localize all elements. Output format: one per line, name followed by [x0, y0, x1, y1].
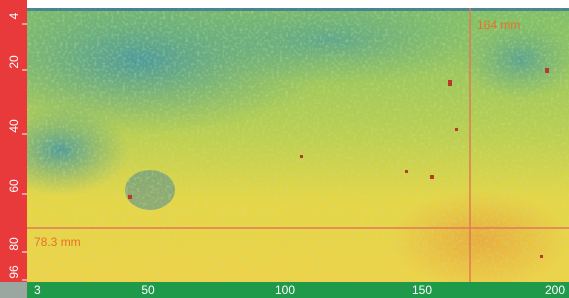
top-margin: [0, 0, 569, 8]
x-ruler-label: 100: [275, 283, 295, 297]
c-scan-view: 164 mm 78.3 mm 4 20 40 60 80 96 3 50 100 150 200: [0, 0, 569, 298]
x-ruler-start: 3: [34, 283, 41, 297]
y-ruler-label: 20: [7, 55, 21, 69]
scan-image: [0, 0, 569, 290]
y-ruler-label: 40: [7, 119, 21, 133]
y-cursor-label: 78.3 mm: [34, 235, 81, 249]
ruler-corner: [0, 282, 27, 298]
x-ruler-label: 150: [412, 283, 432, 297]
x-ruler-label: 200: [545, 283, 565, 297]
y-ruler-label: 4: [7, 12, 21, 19]
x-ruler-label: 50: [141, 283, 155, 297]
x-cursor-label: 164 mm: [477, 18, 520, 32]
y-ruler-label: 80: [7, 237, 21, 251]
y-ruler-label: 96: [7, 265, 21, 279]
y-ruler-label: 60: [7, 179, 21, 193]
x-ruler: [27, 282, 569, 298]
